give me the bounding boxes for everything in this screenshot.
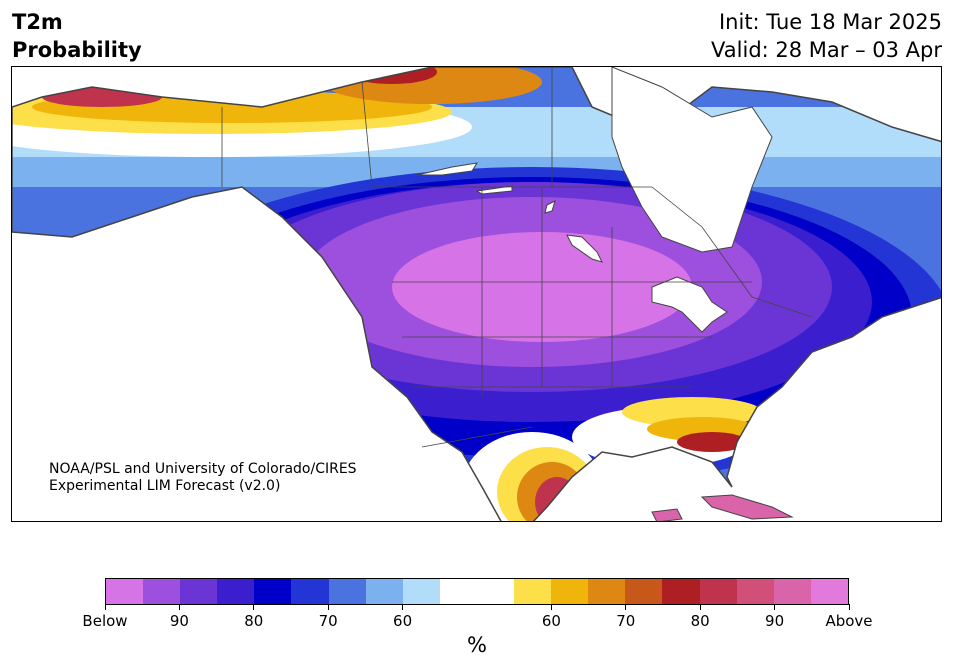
variable-label: T2m — [12, 10, 63, 34]
colorbar-swatch — [217, 579, 255, 604]
forecast-dates: Init: Tue 18 Mar 2025 Valid: 28 Mar – 03… — [711, 8, 942, 64]
colorbar-tick — [178, 604, 180, 610]
colorbar-tick — [699, 604, 701, 610]
colorbar-tick-label: 70 — [318, 612, 338, 630]
colorbar-swatch — [143, 579, 181, 604]
colorbar-tick-label: 80 — [690, 612, 710, 630]
colorbar-swatch — [588, 579, 626, 604]
colorbar-tick-label: 60 — [393, 612, 413, 630]
colorbar-swatch — [662, 579, 700, 604]
colorbar-swatch — [551, 579, 589, 604]
credit-note: NOAA/PSL and University of Colorado/CIRE… — [49, 461, 357, 495]
colorbar-tick-label: 80 — [244, 612, 264, 630]
map-title: T2m Probability — [12, 8, 142, 64]
caribbean-islands — [651, 494, 794, 521]
colorbar-tick-label: 70 — [616, 612, 636, 630]
init-date: Init: Tue 18 Mar 2025 — [718, 10, 942, 34]
coastline — [12, 67, 941, 521]
borders — [221, 67, 813, 448]
colorbar-tick — [327, 604, 329, 610]
colorbar-swatch — [439, 579, 477, 604]
credit-org: NOAA/PSL and University of Colorado/CIRE… — [49, 461, 357, 477]
colorbar-swatch — [402, 579, 440, 604]
colorbar-swatch — [365, 579, 403, 604]
colorbar-swatch — [625, 579, 663, 604]
colorbar-tick — [402, 604, 404, 610]
lakes — [416, 67, 773, 333]
colorbar — [105, 578, 849, 605]
colorbar-tick — [104, 604, 106, 610]
colorbar-tick-label: Above — [825, 612, 873, 630]
colorbar-swatch — [106, 579, 144, 604]
colorbar-tick — [253, 604, 255, 610]
valid-range: Valid: 28 Mar – 03 Apr — [711, 38, 942, 62]
colorbar-tick — [550, 604, 552, 610]
colorbar-swatch — [254, 579, 292, 604]
colorbar-tick-label: 90 — [169, 612, 189, 630]
colorbar-unit: % — [467, 633, 487, 657]
colorbar-swatch — [476, 579, 515, 604]
colorbar-tick — [774, 604, 776, 610]
colorbar-swatch — [328, 579, 366, 604]
colorbar-swatch — [291, 579, 329, 604]
colorbar-tick — [848, 604, 850, 610]
credit-product: Experimental LIM Forecast (v2.0) — [49, 478, 281, 494]
colorbar-swatch — [180, 579, 218, 604]
product-label: Probability — [12, 38, 142, 62]
colorbar-swatch — [773, 579, 811, 604]
colorbar-swatch — [699, 579, 737, 604]
colorbar-tick — [625, 604, 627, 610]
colorbar-swatch — [514, 579, 552, 604]
colorbar-swatch — [810, 579, 848, 604]
probability-fill — [12, 67, 941, 521]
colorbar-tick-label: 90 — [765, 612, 785, 630]
colorbar-tick-label: Below — [82, 612, 128, 630]
map-canvas — [12, 67, 941, 521]
colorbar-swatch — [736, 579, 774, 604]
probability-map — [11, 66, 942, 522]
colorbar-tick-label: 60 — [541, 612, 561, 630]
